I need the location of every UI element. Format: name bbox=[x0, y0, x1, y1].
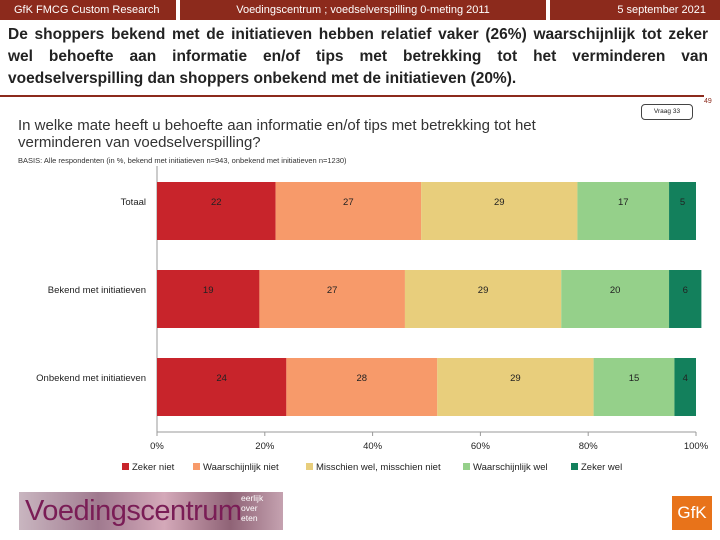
category-label-bekend-met-initiatieven: Bekend met initiatieven bbox=[48, 285, 146, 296]
data-label-totaal-misschien-wel-misschien-niet: 29 bbox=[494, 197, 505, 208]
divider bbox=[0, 95, 704, 97]
category-label-totaal: Totaal bbox=[121, 197, 146, 208]
header-date: 5 september 2021 bbox=[550, 0, 720, 20]
bar-bekend-met-initiatieven-waarschijnlijk-wel bbox=[561, 270, 670, 328]
bar-bekend-met-initiatieven-zeker-niet bbox=[157, 270, 260, 328]
x-tick-label-4: 80% bbox=[579, 441, 599, 452]
bar-bekend-met-initiatieven-misschien-wel-misschien-niet bbox=[404, 270, 562, 328]
data-label-bekend-met-initiatieven-zeker-niet: 19 bbox=[203, 285, 214, 296]
data-label-onbekend-met-initiatieven-misschien-wel-misschien-niet: 29 bbox=[510, 373, 521, 384]
legend-swatch-misschien-wel-misschien-niet bbox=[306, 463, 313, 470]
legend-swatch-zeker-wel bbox=[571, 463, 578, 470]
data-label-onbekend-met-initiatieven-waarschijnlijk-wel: 15 bbox=[629, 373, 640, 384]
data-label-bekend-met-initiatieven-waarschijnlijk-wel: 20 bbox=[610, 285, 621, 296]
legend-swatch-waarschijnlijk-niet bbox=[193, 463, 200, 470]
basis-note: BASIS: Alle respondenten (in %, bekend m… bbox=[18, 156, 347, 165]
header-company: GfK FMCG Custom Research bbox=[0, 0, 176, 20]
data-label-totaal-waarschijnlijk-wel: 17 bbox=[618, 197, 629, 208]
legend-label-waarschijnlijk-niet: Waarschijnlijk niet bbox=[203, 462, 279, 473]
bar-totaal-zeker-wel bbox=[669, 182, 696, 240]
gfk-logo: GfK bbox=[672, 496, 712, 530]
voedingscentrum-logo-text: Voedingscentrum bbox=[25, 495, 242, 527]
category-label-onbekend-met-initiatieven: Onbekend met initiatieven bbox=[36, 373, 146, 384]
legend-label-zeker-niet: Zeker niet bbox=[132, 462, 175, 473]
legend-label-misschien-wel-misschien-niet: Misschien wel, misschien niet bbox=[316, 462, 441, 473]
bar-totaal-misschien-wel-misschien-niet bbox=[421, 182, 578, 240]
bar-totaal-waarschijnlijk-wel bbox=[577, 182, 670, 240]
headline: De shoppers bekend met de initiatieven h… bbox=[8, 26, 708, 87]
data-label-bekend-met-initiatieven-zeker-wel: 6 bbox=[683, 285, 688, 296]
x-tick-label-5: 100% bbox=[684, 441, 709, 452]
data-label-totaal-zeker-wel: 5 bbox=[680, 197, 685, 208]
bar-totaal-waarschijnlijk-niet bbox=[275, 182, 422, 240]
legend-label-zeker-wel: Zeker wel bbox=[581, 462, 622, 473]
bar-bekend-met-initiatieven-zeker-wel bbox=[669, 270, 702, 328]
bar-onbekend-met-initiatieven-waarschijnlijk-niet bbox=[286, 358, 438, 416]
bar-onbekend-met-initiatieven-zeker-wel bbox=[674, 358, 696, 416]
bar-onbekend-met-initiatieven-misschien-wel-misschien-niet bbox=[437, 358, 594, 416]
data-label-totaal-zeker-niet: 22 bbox=[211, 197, 222, 208]
legend-label-waarschijnlijk-wel: Waarschijnlijk wel bbox=[473, 462, 548, 473]
header-bar: GfK FMCG Custom Research Voedingscentrum… bbox=[0, 0, 720, 20]
x-tick-label-3: 60% bbox=[471, 441, 491, 452]
legend-swatch-waarschijnlijk-wel bbox=[463, 463, 470, 470]
x-tick-label-1: 20% bbox=[255, 441, 275, 452]
page-number: 49 bbox=[704, 98, 712, 105]
data-label-totaal-waarschijnlijk-niet: 27 bbox=[343, 197, 354, 208]
data-label-onbekend-met-initiatieven-zeker-niet: 24 bbox=[216, 373, 227, 384]
survey-question: In welke mate heeft u behoefte aan infor… bbox=[18, 117, 536, 151]
legend-swatch-zeker-niet bbox=[122, 463, 129, 470]
question-number-badge: Vraag 33 bbox=[641, 104, 693, 120]
x-tick-label-0: 0% bbox=[150, 441, 164, 452]
stacked-bar-chart: Totaal 22 27 29 17 5 Bekend met initiatieven 19… bbox=[36, 166, 709, 473]
data-label-bekend-met-initiatieven-misschien-wel-misschien-niet: 29 bbox=[478, 285, 489, 296]
bar-bekend-met-initiatieven-waarschijnlijk-niet bbox=[259, 270, 405, 328]
bar-onbekend-met-initiatieven-zeker-niet bbox=[157, 358, 287, 416]
data-label-onbekend-met-initiatieven-zeker-wel: 4 bbox=[683, 373, 688, 384]
data-label-onbekend-met-initiatieven-waarschijnlijk-niet: 28 bbox=[357, 373, 368, 384]
header-project: Voedingscentrum ; voedselverspilling 0-m… bbox=[180, 0, 546, 20]
bar-onbekend-met-initiatieven-waarschijnlijk-wel bbox=[593, 358, 675, 416]
voedingscentrum-logo: Voedingscentrum eerlijk over eten bbox=[19, 492, 283, 530]
voedingscentrum-tagline: eerlijk over eten bbox=[241, 493, 264, 523]
bar-totaal-zeker-niet bbox=[157, 182, 276, 240]
data-label-bekend-met-initiatieven-waarschijnlijk-niet: 27 bbox=[327, 285, 338, 296]
x-tick-label-2: 40% bbox=[363, 441, 383, 452]
